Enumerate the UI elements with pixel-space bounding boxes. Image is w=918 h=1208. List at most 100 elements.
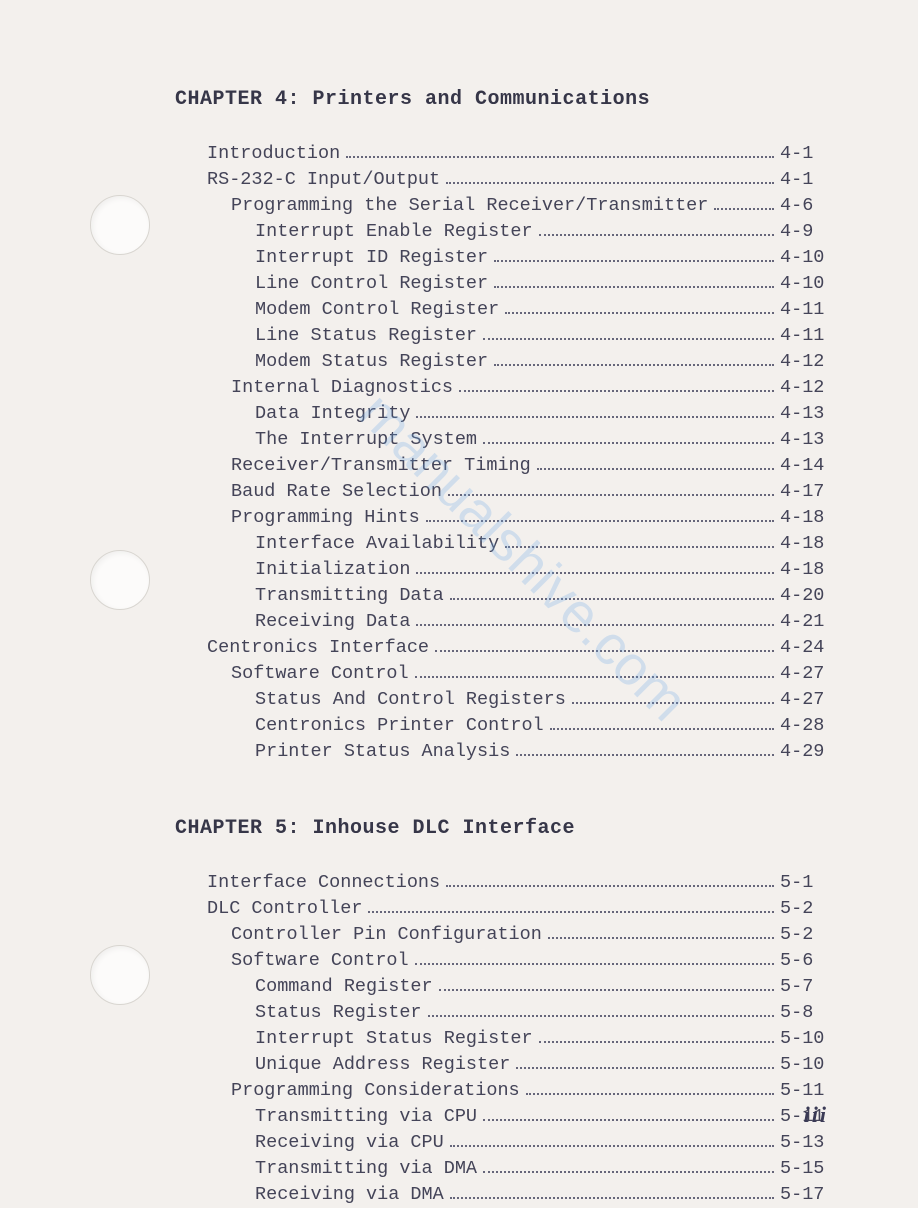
toc-row: Centronics Interface 4-24 bbox=[207, 635, 828, 661]
toc-page: 5-11 bbox=[780, 1078, 828, 1104]
toc-leader-dots bbox=[448, 494, 774, 496]
toc-page: 4-28 bbox=[780, 713, 828, 739]
toc-row: Line Control Register 4-10 bbox=[207, 271, 828, 297]
toc-row: Receiver/Transmitter Timing 4-14 bbox=[207, 453, 828, 479]
toc-label: Receiving via DMA bbox=[255, 1182, 444, 1208]
toc-label: Receiving Data bbox=[255, 609, 410, 635]
toc-list: Introduction4-1RS-232-C Input/Output4-1P… bbox=[207, 141, 828, 765]
toc-label: Interrupt Status Register bbox=[255, 1026, 533, 1052]
toc-label: RS-232-C Input/Output bbox=[207, 167, 440, 193]
toc-row: Interrupt ID Register4-10 bbox=[207, 245, 828, 271]
toc-label: Controller Pin Configuration bbox=[231, 922, 542, 948]
punch-hole bbox=[90, 195, 150, 255]
page-number: iii bbox=[804, 1102, 828, 1128]
toc-label: Transmitting Data bbox=[255, 583, 444, 609]
toc-leader-dots bbox=[459, 390, 774, 392]
toc-label: Baud Rate Selection bbox=[231, 479, 442, 505]
toc-label: Status And Control Registers bbox=[255, 687, 566, 713]
toc-leader-dots bbox=[450, 1145, 774, 1147]
toc-leader-dots bbox=[714, 208, 774, 210]
toc-page: 4-24 bbox=[780, 635, 828, 661]
toc-label: Software Control bbox=[231, 661, 409, 687]
toc-row: Introduction 4-1 bbox=[207, 141, 828, 167]
toc-page: 4-9 bbox=[780, 219, 828, 245]
toc-row: Initialization 4-18 bbox=[207, 557, 828, 583]
toc-row: Status Register5-8 bbox=[207, 1000, 828, 1026]
toc-label: Modem Status Register bbox=[255, 349, 488, 375]
toc-leader-dots bbox=[450, 1197, 774, 1199]
toc-label: Software Control bbox=[231, 948, 409, 974]
toc-row: Modem Control Register4-11 bbox=[207, 297, 828, 323]
toc-leader-dots bbox=[435, 650, 774, 652]
toc-container: CHAPTER 4: Printers and CommunicationsIn… bbox=[175, 88, 828, 1208]
toc-row: Unique Address Register5-10 bbox=[207, 1052, 828, 1078]
toc-label: Line Status Register bbox=[255, 323, 477, 349]
toc-label: Data Integrity bbox=[255, 401, 410, 427]
toc-leader-dots bbox=[483, 338, 774, 340]
toc-row: Transmitting via CPU5-11 bbox=[207, 1104, 828, 1130]
toc-row: Status And Control Registers4-27 bbox=[207, 687, 828, 713]
toc-leader-dots bbox=[446, 182, 774, 184]
toc-leader-dots bbox=[494, 286, 774, 288]
toc-page: 5-13 bbox=[780, 1130, 828, 1156]
toc-row: RS-232-C Input/Output4-1 bbox=[207, 167, 828, 193]
toc-leader-dots bbox=[537, 468, 774, 470]
toc-page: 4-20 bbox=[780, 583, 828, 609]
toc-row: Software Control4-27 bbox=[207, 661, 828, 687]
toc-label: Transmitting via DMA bbox=[255, 1156, 477, 1182]
toc-leader-dots bbox=[416, 416, 774, 418]
toc-label: Introduction bbox=[207, 141, 340, 167]
toc-label: Interface Availability bbox=[255, 531, 499, 557]
toc-label: Status Register bbox=[255, 1000, 422, 1026]
toc-row: DLC Controller5-2 bbox=[207, 896, 828, 922]
toc-page: 4-12 bbox=[780, 375, 828, 401]
toc-label: Centronics Interface bbox=[207, 635, 429, 661]
toc-page: 4-6 bbox=[780, 193, 828, 219]
toc-page: 4-29 bbox=[780, 739, 828, 765]
toc-page: 5-1 bbox=[780, 870, 828, 896]
toc-label: Line Control Register bbox=[255, 271, 488, 297]
toc-label: Receiving via CPU bbox=[255, 1130, 444, 1156]
toc-label: Programming Hints bbox=[231, 505, 420, 531]
toc-label: Receiver/Transmitter Timing bbox=[231, 453, 531, 479]
toc-label: The Interrupt System bbox=[255, 427, 477, 453]
toc-leader-dots bbox=[416, 624, 774, 626]
toc-leader-dots bbox=[426, 520, 774, 522]
toc-page: 5-7 bbox=[780, 974, 828, 1000]
toc-page: 4-10 bbox=[780, 271, 828, 297]
chapter-block: CHAPTER 4: Printers and CommunicationsIn… bbox=[175, 88, 828, 765]
toc-row: Command Register5-7 bbox=[207, 974, 828, 1000]
toc-leader-dots bbox=[416, 572, 774, 574]
toc-label: Internal Diagnostics bbox=[231, 375, 453, 401]
toc-row: Programming the Serial Receiver/Transmit… bbox=[207, 193, 828, 219]
toc-label: Unique Address Register bbox=[255, 1052, 510, 1078]
toc-page: 4-12 bbox=[780, 349, 828, 375]
toc-page: 4-1 bbox=[780, 141, 828, 167]
toc-row: Software Control 5-6 bbox=[207, 948, 828, 974]
toc-leader-dots bbox=[539, 1041, 774, 1043]
toc-row: Transmitting via DMA5-15 bbox=[207, 1156, 828, 1182]
toc-page: 5-6 bbox=[780, 948, 828, 974]
toc-leader-dots bbox=[505, 546, 774, 548]
toc-leader-dots bbox=[548, 937, 774, 939]
toc-label: Centronics Printer Control bbox=[255, 713, 544, 739]
toc-row: Line Status Register4-11 bbox=[207, 323, 828, 349]
toc-leader-dots bbox=[439, 989, 774, 991]
toc-row: Interrupt Enable Register4-9 bbox=[207, 219, 828, 245]
toc-page: 4-17 bbox=[780, 479, 828, 505]
toc-leader-dots bbox=[346, 156, 774, 158]
toc-row: Receiving via CPU 5-13 bbox=[207, 1130, 828, 1156]
toc-page: 4-14 bbox=[780, 453, 828, 479]
toc-page: 4-18 bbox=[780, 557, 828, 583]
toc-leader-dots bbox=[572, 702, 774, 704]
toc-row: Interface Connections5-1 bbox=[207, 870, 828, 896]
toc-row: Internal Diagnostics 4-12 bbox=[207, 375, 828, 401]
toc-page: 4-18 bbox=[780, 505, 828, 531]
toc-leader-dots bbox=[494, 364, 774, 366]
toc-row: Printer Status Analysis4-29 bbox=[207, 739, 828, 765]
toc-label: Programming Considerations bbox=[231, 1078, 520, 1104]
toc-label: Initialization bbox=[255, 557, 410, 583]
chapter-block: CHAPTER 5: Inhouse DLC InterfaceInterfac… bbox=[175, 817, 828, 1208]
punch-hole bbox=[90, 550, 150, 610]
toc-page: 5-17 bbox=[780, 1182, 828, 1208]
